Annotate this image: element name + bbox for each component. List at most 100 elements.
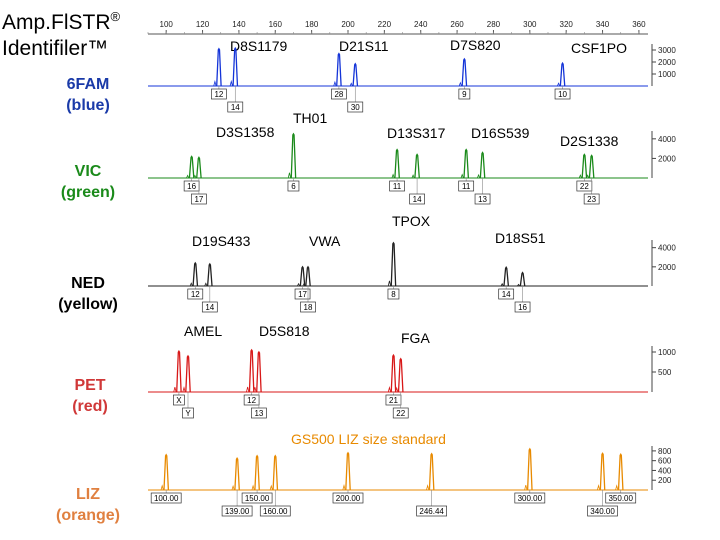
allele-box bbox=[211, 88, 227, 100]
allele-box bbox=[173, 394, 185, 406]
peak bbox=[394, 148, 400, 179]
allele-box bbox=[514, 301, 531, 313]
stutter-peak bbox=[173, 387, 177, 393]
allele-label: 28 bbox=[334, 90, 343, 99]
stutter-peak bbox=[333, 80, 337, 87]
locus-label-fga: FGA bbox=[401, 330, 430, 346]
y-tick-label: 2000 bbox=[658, 263, 676, 272]
allele-label: 9 bbox=[462, 90, 467, 99]
peak bbox=[414, 153, 420, 179]
stutter-peak bbox=[426, 484, 430, 491]
allele-box bbox=[389, 180, 405, 192]
allele-box bbox=[241, 492, 273, 504]
peak bbox=[185, 354, 191, 393]
locus-label-d5s818: D5S818 bbox=[259, 323, 310, 339]
dye-name: NED bbox=[71, 275, 105, 292]
peak bbox=[206, 262, 213, 287]
allele-box bbox=[587, 505, 618, 517]
stutter-peak bbox=[500, 282, 504, 287]
stutter-peak bbox=[476, 173, 481, 179]
peak bbox=[428, 452, 435, 491]
stutter-peak bbox=[615, 484, 619, 491]
peak bbox=[232, 46, 239, 87]
dye-label-ned: NED (yellow) bbox=[50, 273, 126, 315]
peak bbox=[256, 350, 262, 393]
stutter-peak bbox=[231, 484, 235, 491]
peak bbox=[526, 447, 533, 491]
allele-label: 14 bbox=[502, 290, 511, 299]
allele-label: 6 bbox=[291, 182, 296, 191]
locus-label-amel: AMEL bbox=[184, 323, 223, 339]
title-line1: Amp.FlSTR bbox=[2, 11, 111, 34]
allele-label: X bbox=[176, 396, 182, 405]
y-tick-label: 1000 bbox=[658, 348, 676, 357]
allele-box bbox=[187, 288, 204, 300]
allele-label: 160.00 bbox=[263, 507, 288, 516]
panel-ned: 4000 2000 12 14 17 18 8 14 16 bbox=[148, 240, 676, 313]
x-tick-label: 100 bbox=[160, 20, 174, 29]
locus-label-d7s820: D7S820 bbox=[450, 37, 501, 53]
peak bbox=[336, 52, 342, 87]
stutter-peak bbox=[578, 174, 582, 179]
stutter-peak bbox=[517, 283, 521, 287]
allele-box bbox=[474, 193, 491, 205]
y-tick-label: 4000 bbox=[658, 135, 676, 144]
peak bbox=[163, 453, 170, 491]
allele-box bbox=[294, 288, 311, 300]
allele-box bbox=[498, 288, 515, 300]
allele-label: 22 bbox=[396, 409, 405, 418]
stutter-peak bbox=[251, 484, 255, 491]
allele-box bbox=[514, 492, 546, 504]
stutter-peak bbox=[395, 386, 399, 393]
allele-label: 246.44 bbox=[419, 507, 444, 516]
stutter-peak bbox=[387, 280, 392, 287]
allele-box bbox=[251, 407, 267, 419]
allele-box bbox=[409, 193, 425, 205]
allele-box bbox=[259, 505, 291, 517]
allele-box bbox=[392, 407, 409, 419]
allele-label: 18 bbox=[304, 303, 313, 312]
dye-color: (orange) bbox=[56, 507, 120, 524]
peak bbox=[461, 57, 468, 87]
allele-label: 16 bbox=[518, 303, 527, 312]
peak bbox=[479, 151, 486, 179]
peak bbox=[397, 357, 404, 393]
locus-label-d13s317: D13S317 bbox=[387, 125, 446, 141]
allele-box bbox=[331, 88, 347, 100]
locus-label-d21s11: D21S11 bbox=[339, 38, 389, 54]
allele-label: 12 bbox=[247, 396, 256, 405]
allele-box bbox=[191, 193, 207, 205]
x-tick-label: 320 bbox=[560, 20, 574, 29]
allele-label: Y bbox=[185, 409, 191, 418]
dye-color: (blue) bbox=[66, 97, 110, 114]
y-tick-label: 200 bbox=[658, 476, 672, 485]
allele-box bbox=[201, 301, 218, 313]
stutter-peak bbox=[246, 386, 250, 393]
allele-label: 14 bbox=[205, 303, 214, 312]
allele-label: 14 bbox=[231, 103, 240, 112]
x-tick-label: 120 bbox=[196, 20, 210, 29]
allele-label: 17 bbox=[194, 195, 203, 204]
x-tick-label: 280 bbox=[487, 20, 501, 29]
registered-mark: ® bbox=[110, 9, 121, 24]
dye-name: LIZ bbox=[76, 486, 100, 503]
dye-label-6fam: 6FAM (blue) bbox=[56, 74, 120, 116]
locus-label-d3s1358: D3S1358 bbox=[216, 124, 275, 140]
dye-label-vic: VIC (green) bbox=[52, 161, 124, 203]
peak bbox=[272, 454, 279, 491]
peak bbox=[345, 451, 351, 491]
stutter-peak bbox=[342, 484, 346, 491]
allele-label: 350.00 bbox=[608, 494, 633, 503]
peak bbox=[254, 454, 260, 491]
y-tick-label: 2000 bbox=[658, 58, 676, 67]
stutter-peak bbox=[349, 82, 353, 87]
panel-6fam: 3000 2000 1000 12 14 28 30 9 10 bbox=[148, 44, 676, 113]
peak bbox=[234, 456, 240, 491]
stutter-peak bbox=[287, 172, 292, 179]
peak bbox=[463, 148, 470, 179]
allele-label: 11 bbox=[462, 182, 471, 191]
stutter-peak bbox=[189, 282, 193, 287]
allele-label: 12 bbox=[214, 90, 223, 99]
allele-label: 300.00 bbox=[518, 494, 543, 503]
allele-box bbox=[554, 88, 571, 100]
